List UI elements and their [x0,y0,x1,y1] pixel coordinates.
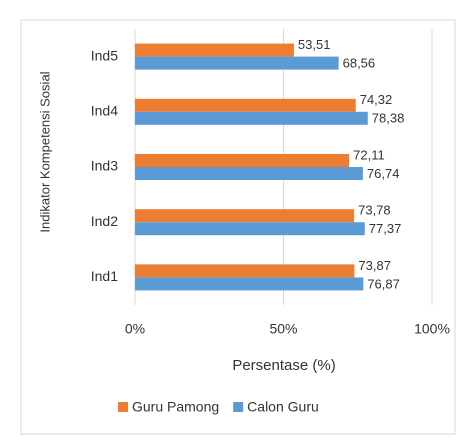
data-label: 76,87 [367,276,400,291]
bar [135,277,364,291]
y-tick-label: Ind3 [91,158,118,174]
data-label: 77,37 [369,221,402,236]
bar [135,56,339,70]
bar [135,209,355,223]
bar [135,43,294,57]
x-tick-label: 50% [269,321,297,337]
bar [135,98,356,112]
bar [135,167,363,180]
data-label: 73,78 [358,203,391,218]
data-label: 76,74 [367,166,400,181]
x-tick-label: 0% [125,321,145,337]
y-tick-label: Ind4 [91,103,118,119]
y-axis-label: Indikator Kompetensi Sosial [37,71,52,232]
y-tick-label: Ind5 [91,47,118,63]
x-tick-label: 100% [414,321,450,337]
legend-label: Calon Guru [247,399,319,415]
data-label: 72,11 [353,147,385,162]
data-label: 53,51 [298,37,331,52]
data-label: 78,38 [372,111,405,126]
legend-label: Guru Pamong [132,399,219,415]
bar [135,111,368,125]
y-tick-label: Ind2 [91,213,118,229]
bar [135,222,365,236]
y-tick-label: Ind1 [91,268,118,284]
data-label: 68,56 [343,56,376,71]
bar [135,264,355,278]
bar [135,154,350,167]
x-axis-label: Persentase (%) [232,357,335,374]
legend-swatch [233,402,244,412]
data-label: 74,32 [360,92,393,107]
data-label: 73,87 [358,258,391,273]
legend-swatch [118,402,128,412]
